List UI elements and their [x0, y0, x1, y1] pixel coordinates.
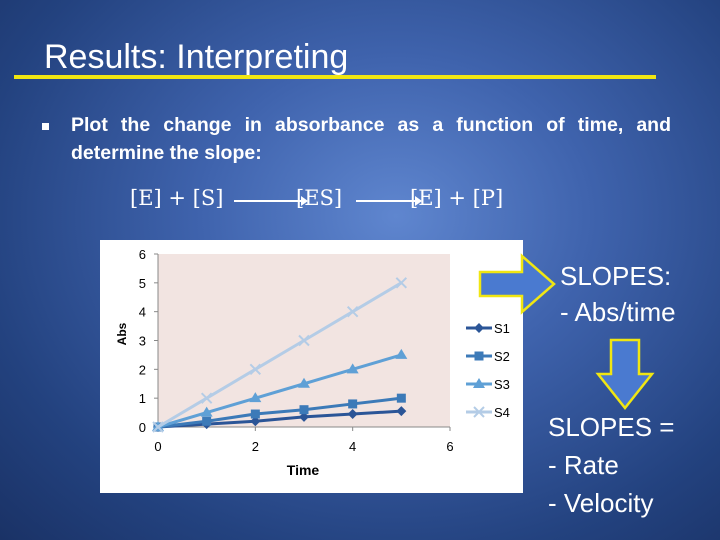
slopes-label-line2: - Abs/time	[560, 297, 676, 327]
data-point-S1	[347, 409, 358, 420]
bullet-text: Plot the change in absorbance as a funct…	[71, 114, 671, 164]
legend-marker-S4	[473, 406, 485, 418]
data-point-S2	[299, 405, 309, 415]
slopes-equals-line2: - Rate	[548, 450, 619, 480]
legend-label-S3: S3	[494, 377, 510, 392]
chart-svg: 0 1 2 3 4 5 6 0 2 4 6 Time Abs S1 S2 S3 S4	[115, 247, 510, 478]
series-line-S4	[157, 281, 403, 429]
y-tick-label: 3	[139, 334, 146, 349]
data-point-S2	[250, 409, 260, 419]
legend-label-S4: S4	[494, 405, 510, 420]
slide-title: Results: Interpreting	[44, 38, 349, 76]
bullet-square-icon	[42, 123, 49, 130]
x-axis-label: Time	[287, 462, 320, 478]
slopes-equals-line1: SLOPES =	[548, 412, 675, 442]
equation-right-terms: [E] + [P]	[410, 186, 504, 210]
data-point-S2	[202, 416, 212, 426]
equation-arrow-2-icon	[356, 196, 422, 206]
data-point-S4	[200, 392, 213, 404]
x-tick-label: 0	[154, 439, 161, 454]
slopes-equals-block: SLOPES = - Rate - Velocity	[548, 408, 674, 522]
data-point-S4	[346, 305, 359, 318]
series-line-S1	[157, 409, 402, 429]
equation-left-terms: [E] + [S]	[130, 186, 224, 210]
data-point-S3	[395, 348, 408, 359]
slopes-label-line1: SLOPES:	[560, 261, 672, 291]
y-tick-label: 6	[139, 247, 146, 262]
equation-middle-term: [ES]	[296, 186, 343, 210]
slopes-label: SLOPES: - Abs/time	[560, 258, 676, 330]
legend-marker-S2	[474, 351, 484, 361]
y-tick-label: 1	[139, 391, 146, 406]
data-point-S4	[249, 363, 262, 376]
legend-marker-S1	[474, 323, 484, 333]
y-tick-label: 2	[139, 362, 146, 377]
slopes-equals-line3: - Velocity	[548, 488, 654, 518]
data-point-S3	[298, 377, 310, 388]
y-tick-label: 5	[139, 276, 146, 291]
data-point-S3	[249, 392, 262, 403]
legend-marker-S3	[473, 378, 485, 388]
data-point-S3	[200, 406, 213, 417]
data-point-S1	[396, 406, 407, 417]
data-point-S4	[298, 334, 310, 347]
data-point-S1	[250, 416, 261, 427]
y-axis-label: Abs	[115, 322, 129, 345]
y-tick-label: 4	[139, 305, 146, 320]
series-line-S3	[157, 353, 402, 429]
data-point-S4	[152, 421, 164, 433]
data-point-S3	[346, 363, 359, 374]
reaction-equation: [E] + [S] [ES] [E] + [P]	[130, 186, 510, 218]
title-underline	[14, 75, 656, 79]
legend-label-S2: S2	[494, 349, 510, 364]
data-point-S2	[348, 399, 358, 409]
absorbance-chart: 0 1 2 3 4 5 6 0 2 4 6 Time Abs S1 S2 S3 S4	[100, 240, 523, 493]
legend-label-S1: S1	[494, 321, 510, 336]
data-point-S4	[395, 277, 408, 289]
x-tick-label: 2	[252, 439, 259, 454]
x-tick-label: 6	[446, 439, 453, 454]
data-point-S1	[299, 411, 309, 422]
series-line-S2	[157, 396, 402, 429]
y-tick-label: 0	[139, 420, 146, 435]
equation-arrow-1-icon	[234, 196, 308, 206]
right-arrow-icon	[478, 253, 556, 315]
data-point-S2	[396, 393, 406, 403]
x-tick-label: 4	[349, 439, 356, 454]
down-arrow-icon	[595, 338, 655, 411]
